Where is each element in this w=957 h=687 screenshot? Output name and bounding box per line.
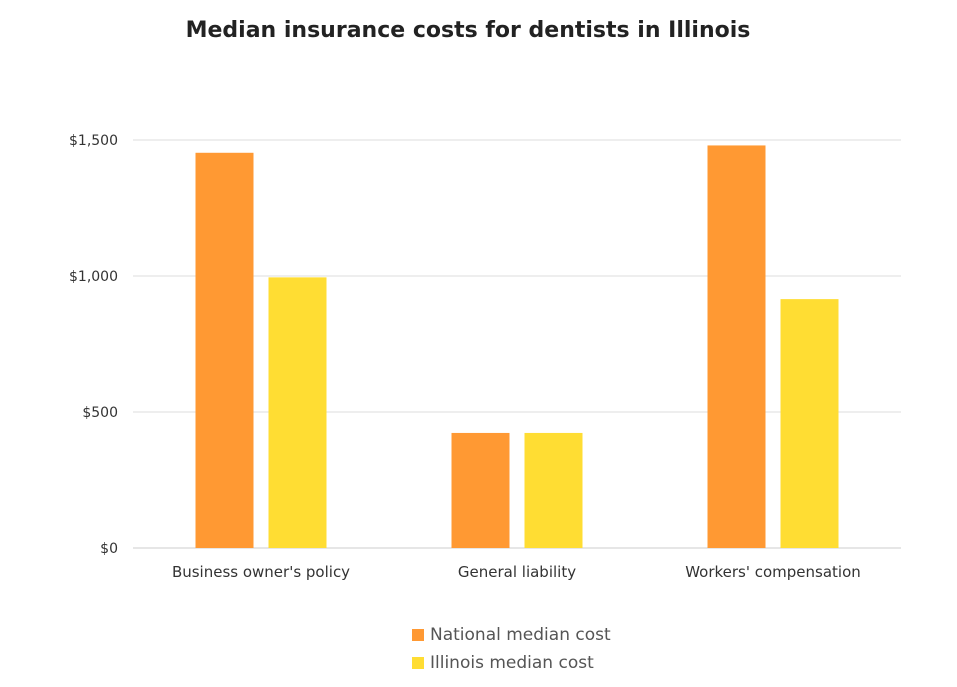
legend-swatch [412,629,424,641]
x-tick-label: Workers' compensation [685,563,861,581]
bars [195,145,839,548]
y-tick-label: $500 [82,405,118,421]
legend-label: National median cost [430,625,611,645]
bar-national-0 [195,152,254,548]
legend-label: Illinois median cost [430,653,594,673]
legend: National median cost Illinois median cost [412,625,611,673]
bar-national-2 [707,145,766,548]
x-tick-label: General liability [458,563,576,581]
bar-illinois-2 [780,299,839,548]
bar-illinois-1 [524,432,583,548]
legend-swatch [412,657,424,669]
bar-national-1 [451,432,510,548]
chart-title: Median insurance costs for dentists in I… [186,18,751,43]
y-tick-label: $1,000 [69,269,118,285]
x-tick-label: Business owner's policy [172,563,350,581]
x-axis: Business owner's policy General liability… [172,563,861,581]
y-axis: $0 $500 $1,000 $1,500 [69,133,118,557]
gridlines [133,139,901,549]
y-tick-label: $1,500 [69,133,118,149]
bar-illinois-0 [268,277,327,548]
y-tick-label: $0 [100,541,118,557]
